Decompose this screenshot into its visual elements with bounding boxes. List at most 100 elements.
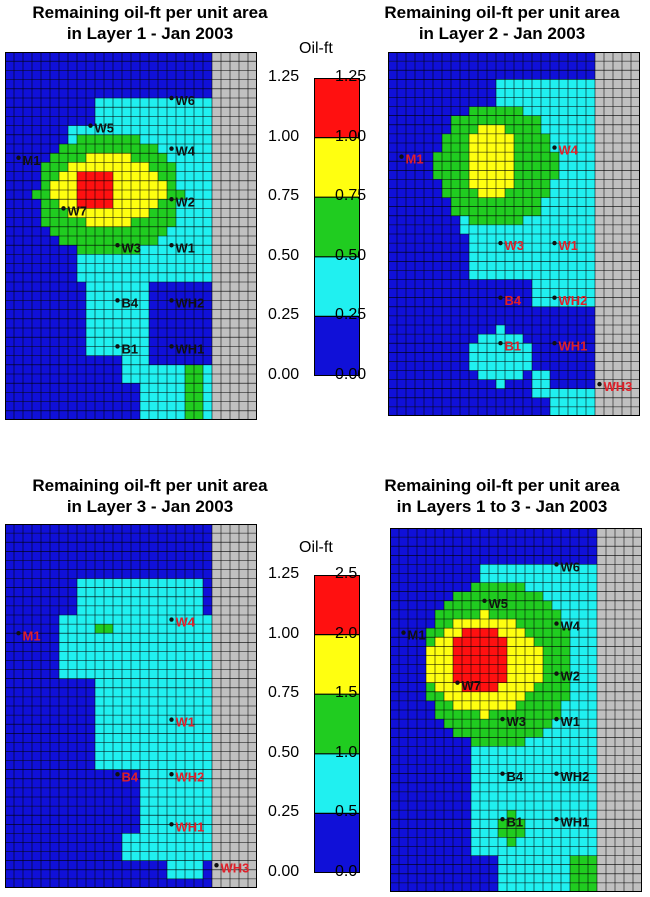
- grid-cell: [131, 769, 140, 779]
- grid-cell: [5, 98, 14, 108]
- grid-cell: [140, 263, 149, 273]
- grid-cell: [633, 646, 642, 656]
- grid-cell: [113, 383, 122, 393]
- grid-cell: [633, 728, 642, 738]
- grid-cell: [122, 642, 131, 652]
- grid-cell: [59, 706, 68, 716]
- well-marker: [498, 240, 503, 246]
- grid-cell: [95, 208, 104, 218]
- grid-cell: [624, 609, 633, 619]
- grid-cell: [113, 263, 122, 273]
- well-label: W2: [176, 194, 195, 209]
- grid-cell: [140, 318, 149, 328]
- grid-cell: [239, 860, 248, 870]
- grid-cell: [149, 254, 158, 264]
- grid-cell: [239, 524, 248, 534]
- grid-cell: [32, 769, 41, 779]
- grid-cell: [543, 719, 552, 729]
- grid-cell: [68, 272, 77, 282]
- well-label: W4: [176, 144, 196, 159]
- grid-cell: [239, 706, 248, 716]
- grid-cell: [122, 98, 131, 108]
- grid-cell: [194, 806, 203, 816]
- grid-cell: [460, 306, 469, 316]
- grid-cell: [167, 153, 176, 163]
- grid-cell: [390, 791, 399, 801]
- grid-cell: [633, 828, 642, 838]
- well-marker: [61, 206, 66, 211]
- grid-cell: [543, 764, 552, 774]
- grid-cell: [426, 582, 435, 592]
- grid-cell: [167, 869, 176, 879]
- grid-cell: [516, 682, 525, 692]
- grid-cell: [140, 587, 149, 597]
- grid-cell: [122, 569, 131, 579]
- grid-cell: [158, 797, 167, 807]
- grid-cell: [595, 197, 604, 207]
- grid-cell: [478, 252, 487, 262]
- grid-cell: [595, 306, 604, 316]
- grid-cell: [86, 569, 95, 579]
- grid-cell: [176, 578, 185, 588]
- grid-cell: [149, 696, 158, 706]
- grid-cell: [451, 170, 460, 180]
- grid-cell: [451, 224, 460, 234]
- grid-cell: [505, 143, 514, 153]
- grid-cell: [14, 533, 23, 543]
- grid-cell: [552, 628, 561, 638]
- grid-cell: [5, 596, 14, 606]
- grid-cell: [221, 346, 230, 356]
- grid-cell: [397, 315, 406, 325]
- grid-cell: [577, 206, 586, 216]
- grid-cell: [86, 153, 95, 163]
- grid-cell: [158, 116, 167, 126]
- grid-cell: [194, 578, 203, 588]
- grid-cell: [390, 628, 399, 638]
- grid-cell: [158, 88, 167, 98]
- grid-cell: [417, 882, 426, 892]
- grid-cell: [507, 628, 516, 638]
- grid-cell: [451, 370, 460, 380]
- grid-cell: [597, 710, 606, 720]
- grid-cell: [586, 224, 595, 234]
- grid-cell: [426, 591, 435, 601]
- grid-cell: [50, 560, 59, 570]
- grid-cell: [631, 133, 640, 143]
- grid-cell: [633, 855, 642, 865]
- grid-cell: [59, 328, 68, 338]
- grid-cell: [487, 161, 496, 171]
- grid-cell: [212, 236, 221, 246]
- grid-cell: [122, 687, 131, 697]
- grid-cell: [597, 782, 606, 792]
- grid-cell: [480, 846, 489, 856]
- grid-cell: [14, 678, 23, 688]
- grid-cell: [478, 234, 487, 244]
- grid-cell: [140, 742, 149, 752]
- grid-cell: [595, 252, 604, 262]
- grid-cell: [5, 162, 14, 172]
- grid-cell: [613, 261, 622, 271]
- grid-cell: [469, 79, 478, 89]
- grid-cell: [230, 797, 239, 807]
- grid-cell: [415, 170, 424, 180]
- grid-cell: [149, 851, 158, 861]
- grid-cell: [5, 706, 14, 716]
- grid-cell: [543, 528, 552, 538]
- grid-cell: [239, 125, 248, 135]
- grid-cell: [435, 746, 444, 756]
- grid-cell: [478, 370, 487, 380]
- grid-cell: [212, 596, 221, 606]
- grid-cell: [230, 300, 239, 310]
- grid-cell: [570, 691, 579, 701]
- grid-cell: [95, 733, 104, 743]
- grid-cell: [212, 144, 221, 154]
- grid-cell: [460, 97, 469, 107]
- grid-cell: [167, 651, 176, 661]
- grid-cell: [471, 755, 480, 765]
- grid-cell: [523, 297, 532, 307]
- grid-cell: [185, 52, 194, 62]
- grid-cell: [514, 188, 523, 198]
- grid-cell: [86, 596, 95, 606]
- grid-cell: [104, 669, 113, 679]
- grid-cell: [469, 243, 478, 253]
